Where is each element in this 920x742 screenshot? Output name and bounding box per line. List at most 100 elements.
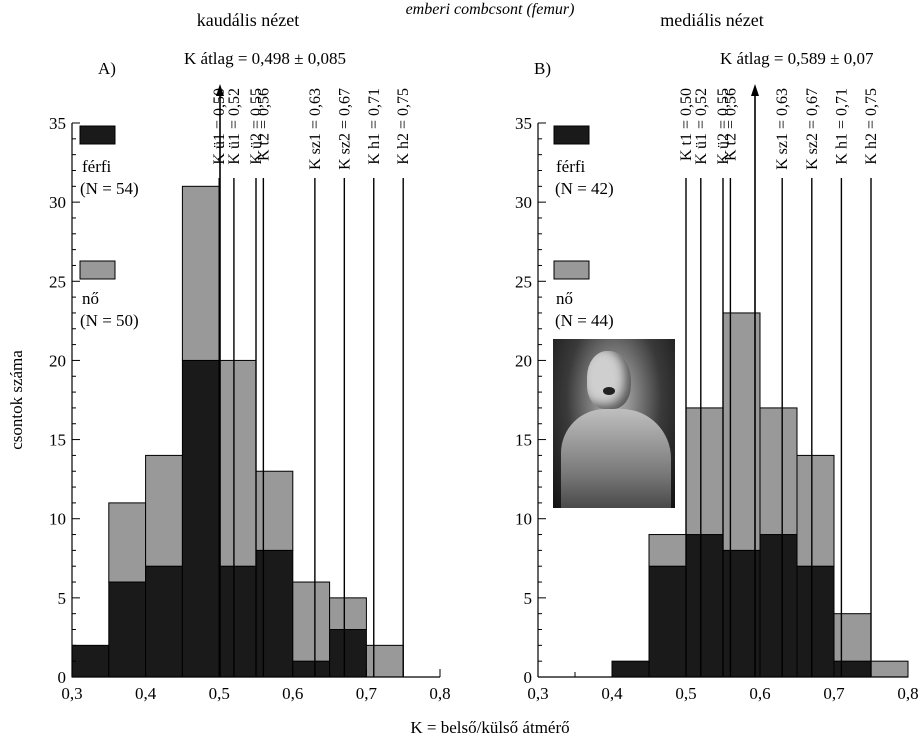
panel-a-bar-ferfi bbox=[255, 549, 294, 678]
panel-a-bar-ferfi bbox=[329, 629, 367, 678]
panel-a-label: A) bbox=[98, 59, 116, 78]
panel-a-y-tick-label: 30 bbox=[49, 193, 66, 212]
panel-b-x-tick-label: 0,4 bbox=[601, 684, 623, 703]
panel-b-y-tick-label: 5 bbox=[524, 589, 533, 608]
panel-b-vline-label: K sz1 = 0,63 bbox=[774, 88, 791, 170]
panel-a-x-tick-label: 0,8 bbox=[429, 684, 450, 703]
panel-a-legend-ferfi: férfi bbox=[82, 157, 112, 176]
panel-a-bar-ferfi bbox=[108, 581, 147, 678]
panel-a-bar-ferfi bbox=[71, 644, 110, 678]
panel-b: B) mediális nézet férfi (N = 42) nő (N =… bbox=[515, 10, 919, 703]
panel-a-bar-no bbox=[181, 185, 220, 361]
panel-a-bar-no bbox=[365, 644, 404, 678]
panel-b-bar-no bbox=[796, 454, 835, 567]
panel-b-y-tick-label: 15 bbox=[515, 431, 532, 450]
mummy-photo bbox=[553, 339, 675, 508]
panel-b-y-tick-label: 35 bbox=[515, 114, 532, 133]
panel-b-bar-no bbox=[648, 534, 687, 567]
panel-a-y-tick-label: 0 bbox=[58, 668, 67, 687]
panel-b-bar-ferfi bbox=[685, 534, 724, 678]
panel-a-mean-label: K átlag = 0,498 ± 0,085 bbox=[184, 49, 346, 68]
panel-a-bar-no bbox=[329, 597, 367, 631]
panel-a-x-tick-label: 0,3 bbox=[61, 684, 82, 703]
panel-b-bar-no bbox=[870, 660, 909, 678]
panel-b-vline-label: K ü1 = 0,52 bbox=[693, 88, 710, 165]
panel-b-vline-label: K h2 = 0,75 bbox=[863, 88, 880, 165]
panel-b-vline-label: K ü2 = 0,55 bbox=[715, 88, 732, 165]
panel-a-x-tick-label: 0,6 bbox=[282, 684, 303, 703]
panel-a-bar-ferfi bbox=[292, 660, 331, 678]
panel-b-bar-no bbox=[759, 407, 798, 536]
panel-a-vline-label: K ü2 = 0,55 bbox=[248, 88, 265, 165]
panel-a-y-tick-label: 35 bbox=[49, 114, 66, 133]
panel-a-legend-ferfi-n: (N = 54) bbox=[80, 179, 139, 198]
panel-b-y-tick-label: 25 bbox=[515, 272, 532, 291]
panel-a: A) kaudális nézet férfi (N = 54) nő (N =… bbox=[49, 10, 451, 703]
mummy-mouth bbox=[603, 387, 615, 395]
panel-a-bar-no bbox=[108, 502, 147, 583]
panel-b-mean-arrowhead bbox=[751, 84, 759, 96]
panel-b-legend-no: nő bbox=[556, 289, 573, 308]
panel-a-y-tick-label: 25 bbox=[49, 272, 66, 291]
panel-a-legend-no-swatch bbox=[79, 260, 116, 280]
panel-a-legend-no-n: (N = 50) bbox=[80, 311, 139, 330]
panel-a-bar-ferfi bbox=[181, 359, 220, 678]
panel-a-vline-label: K sz1 = 0,63 bbox=[307, 88, 324, 170]
panel-a-y-tick-label: 20 bbox=[49, 351, 66, 370]
panel-a-vline-label: K ü1 = 0,52 bbox=[226, 88, 243, 165]
panel-b-y-tick-label: 20 bbox=[515, 351, 532, 370]
panel-a-vline-label: K sz2 = 0,67 bbox=[336, 88, 353, 170]
panel-b-y-tick-label: 30 bbox=[515, 193, 532, 212]
panel-b-bar-no bbox=[685, 407, 724, 536]
mummy-head bbox=[587, 351, 631, 409]
panel-b-vline-label: K t2 = 0,56 bbox=[722, 88, 739, 161]
panel-b-bar-ferfi bbox=[722, 549, 761, 678]
panel-b-x-tick-label: 0,3 bbox=[527, 684, 548, 703]
y-axis-label: csontok száma bbox=[7, 350, 26, 450]
panel-b-legend-no-n: (N = 44) bbox=[555, 311, 614, 330]
panel-a-legend-no: nő bbox=[82, 289, 99, 308]
panel-a-x-tick-label: 0,5 bbox=[209, 684, 230, 703]
panel-a-x-tick-label: 0,7 bbox=[356, 684, 378, 703]
panel-a-vline-label: K h1 = 0,71 bbox=[366, 88, 383, 165]
panel-a-bar-no bbox=[292, 581, 331, 662]
panel-a-bar-no bbox=[255, 470, 294, 551]
panel-a-y-tick-label: 15 bbox=[49, 431, 66, 450]
panel-b-bar-ferfi bbox=[648, 565, 687, 678]
panel-a-bar-no bbox=[218, 359, 257, 567]
panel-b-legend-no-swatch bbox=[553, 260, 590, 280]
panel-b-legend-ferfi-swatch bbox=[553, 125, 590, 145]
panel-a-vline-label: K t2 = 0,56 bbox=[255, 88, 272, 161]
panel-b-legend-ferfi-n: (N = 42) bbox=[555, 179, 614, 198]
panel-b-subtitle: mediális nézet bbox=[660, 10, 763, 30]
panel-a-bar-ferfi bbox=[218, 565, 257, 678]
panel-a-subtitle: kaudális nézet bbox=[197, 10, 299, 30]
panel-b-vline-label: K h1 = 0,71 bbox=[833, 88, 850, 165]
panel-a-y-tick-label: 5 bbox=[58, 589, 67, 608]
panel-a-legend-ferfi-swatch bbox=[79, 125, 116, 145]
panel-b-bar-no bbox=[722, 312, 761, 551]
panel-a-mean-arrowhead bbox=[216, 84, 224, 96]
panel-b-x-tick-label: 0,5 bbox=[675, 684, 696, 703]
panel-b-y-tick-label: 10 bbox=[515, 510, 532, 529]
panel-b-vline-label: K t1 = 0,50 bbox=[678, 88, 695, 161]
panel-b-mean-label: K átlag = 0,589 ± 0,07 bbox=[720, 49, 874, 68]
panel-b-bar-ferfi bbox=[833, 660, 872, 678]
panel-b-bar-no bbox=[833, 613, 872, 662]
panel-a-bar-no bbox=[145, 454, 183, 567]
panel-b-bar-ferfi bbox=[796, 565, 835, 678]
panel-b-vline-label: K sz2 = 0,67 bbox=[804, 88, 821, 170]
panel-b-x-tick-label: 0,7 bbox=[823, 684, 845, 703]
panel-b-label: B) bbox=[534, 59, 551, 78]
panel-b-bar-ferfi bbox=[759, 534, 798, 678]
figure-title: emberi combcsont (femur) bbox=[406, 1, 575, 18]
panel-b-bar-ferfi bbox=[611, 660, 650, 678]
panel-b-x-tick-label: 0,6 bbox=[749, 684, 770, 703]
panel-b-y-tick-label: 0 bbox=[524, 668, 533, 687]
panel-b-legend-ferfi: férfi bbox=[556, 157, 586, 176]
panel-a-y-tick-label: 10 bbox=[49, 510, 66, 529]
x-axis-label: K = belső/külső átmérő bbox=[410, 718, 569, 737]
mummy-body bbox=[561, 409, 671, 508]
panel-a-x-tick-label: 0,4 bbox=[135, 684, 157, 703]
